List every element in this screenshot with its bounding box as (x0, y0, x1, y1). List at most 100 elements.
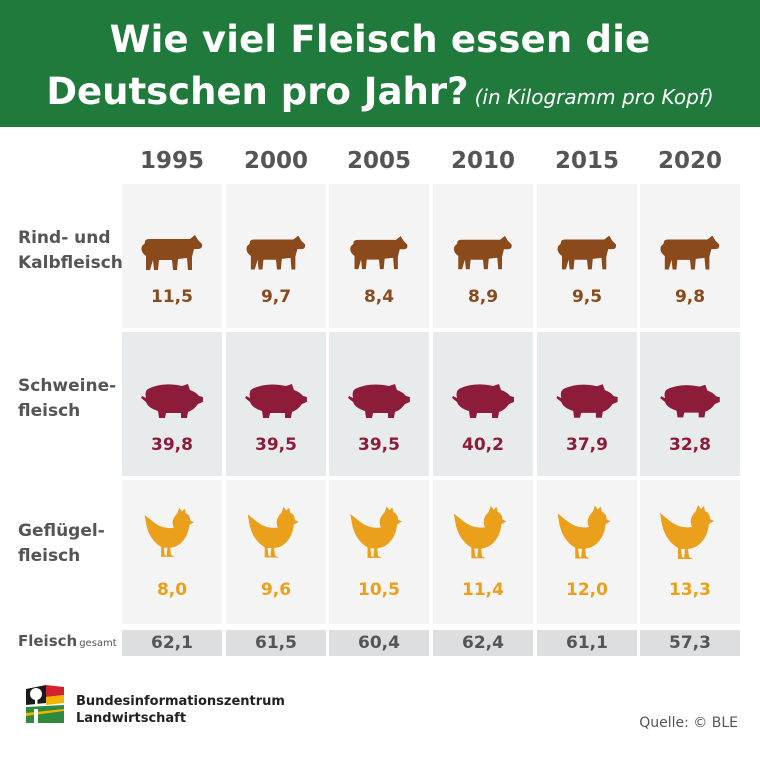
cell-schwein-2015: 37,9 (537, 332, 637, 476)
chicken-silhouette (453, 505, 507, 559)
pig-silhouette (141, 384, 203, 418)
chicken-silhouette (557, 505, 611, 559)
organization-line-1: Bundesinformationszentrum (76, 694, 285, 709)
organization-line-2: Landwirtschaft (76, 711, 187, 726)
cow-silhouette (141, 235, 203, 270)
cell-schwein-1995: 39,8 (122, 332, 222, 476)
cell-schwein-2010: 40,2 (433, 332, 533, 476)
cell-gefl-2015: 12,0 (537, 480, 637, 624)
row-label-line-2: fleisch (18, 546, 81, 566)
value-schwein-1995: 39,8 (151, 435, 193, 455)
cell-schwein-2005: 39,5 (329, 332, 429, 476)
cow-icon (246, 235, 306, 270)
row-label-line-1: Schweine- (18, 376, 117, 396)
cell-gefl-2000: 9,6 (226, 480, 326, 624)
bzl-logo-icon (24, 683, 66, 725)
pig-icon (245, 384, 307, 418)
value-rind-2010: 8,9 (467, 287, 499, 307)
cow-icon (141, 235, 203, 270)
row-label-line-2: fleisch (18, 401, 81, 421)
title-line-2-text: Deutschen pro Jahr? (46, 70, 469, 113)
pig-silhouette (245, 384, 307, 418)
value-gefl-2005: 10,5 (358, 580, 400, 600)
total-2000: 61,5 (226, 630, 326, 656)
value-gefl-2020: 13,3 (669, 580, 711, 600)
cell-rind-2015: 9,5 (537, 184, 637, 328)
year-header-2000: 2000 (243, 148, 308, 174)
value-schwein-2015: 37,9 (566, 435, 608, 455)
year-header-1995: 1995 (139, 148, 204, 174)
value-gefl-1995: 8,0 (156, 580, 188, 600)
value-gefl-2000: 9,6 (260, 580, 292, 600)
chicken-silhouette (350, 506, 402, 558)
total-label-suffix: gesamt (79, 638, 117, 649)
row-label-line-1: Geflügel- (18, 521, 105, 541)
cell-gefl-2020: 13,3 (640, 480, 740, 624)
row-label-line-2: Kalbfleisch (18, 253, 123, 273)
organization-name: Bundesinformationszentrum Landwirtschaft (76, 693, 285, 727)
row-label-rind: Rind- und Kalbfleisch (18, 226, 123, 276)
cell-gefl-1995: 8,0 (122, 480, 222, 624)
value-gefl-2010: 11,4 (462, 580, 504, 600)
title-line-1: Wie viel Fleisch essen die (109, 18, 651, 61)
cow-silhouette (660, 235, 720, 270)
total-2015: 61,1 (537, 630, 637, 656)
cell-rind-2010: 8,9 (433, 184, 533, 328)
total-2020: 57,3 (640, 630, 740, 656)
pig-icon (556, 384, 618, 418)
pig-silhouette (660, 384, 720, 418)
value-gefl-2015: 12,0 (566, 580, 608, 600)
pig-silhouette (348, 384, 410, 418)
cow-icon (557, 235, 617, 270)
value-rind-2020: 9,8 (674, 287, 706, 307)
chicken-icon (350, 506, 402, 558)
total-label-text: Fleisch (18, 632, 78, 650)
title-line-2: Deutschen pro Jahr? (in Kilogramm pro Kop… (0, 70, 760, 113)
chicken-silhouette (144, 507, 194, 557)
cow-silhouette (350, 236, 408, 270)
year-header-2005: 2005 (346, 148, 411, 174)
cell-rind-2020: 9,8 (640, 184, 740, 328)
value-schwein-2005: 39,5 (358, 435, 400, 455)
cell-rind-2005: 8,4 (329, 184, 429, 328)
cow-icon (350, 236, 408, 270)
cow-silhouette (557, 235, 617, 270)
chicken-icon (144, 507, 194, 557)
subtitle: (in Kilogramm pro Kopf) (474, 85, 714, 109)
total-2005: 60,4 (329, 630, 429, 656)
cow-icon (660, 235, 720, 270)
year-header-2015: 2015 (554, 148, 619, 174)
chicken-icon (247, 506, 299, 558)
row-label-schwein: Schweine-fleisch (18, 374, 123, 424)
pig-icon (660, 384, 720, 418)
value-rind-1995: 11,5 (151, 287, 193, 307)
chicken-icon (557, 505, 611, 559)
cell-schwein-2000: 39,5 (226, 332, 326, 476)
pig-icon (141, 384, 203, 418)
header-banner: Wie viel Fleisch essen die Deutschen pro… (0, 0, 760, 127)
value-schwein-2010: 40,2 (462, 435, 504, 455)
total-2010: 62,4 (433, 630, 533, 656)
total-1995: 62,1 (122, 630, 222, 656)
value-rind-2005: 8,4 (363, 287, 395, 307)
pig-silhouette (452, 384, 514, 418)
cow-silhouette (453, 235, 512, 270)
pig-silhouette (556, 384, 618, 418)
row-label-line-1: Rind- und (18, 228, 111, 248)
source-note: Quelle: © BLE (639, 715, 738, 731)
cell-schwein-2020: 32,8 (640, 332, 740, 476)
cow-silhouette (246, 235, 306, 270)
chicken-silhouette (247, 506, 299, 558)
cow-icon (453, 235, 512, 270)
row-label-gefl: Geflügel-fleisch (18, 519, 123, 569)
pig-icon (348, 384, 410, 418)
cell-gefl-2005: 10,5 (329, 480, 429, 624)
pig-icon (452, 384, 514, 418)
chicken-icon (453, 505, 507, 559)
year-header-2010: 2010 (450, 148, 515, 174)
total-row-label: Fleisch gesamt (18, 632, 117, 650)
chicken-icon (660, 505, 714, 559)
value-schwein-2020: 32,8 (669, 435, 711, 455)
chicken-silhouette (660, 505, 714, 559)
cell-rind-1995: 11,5 (122, 184, 222, 328)
